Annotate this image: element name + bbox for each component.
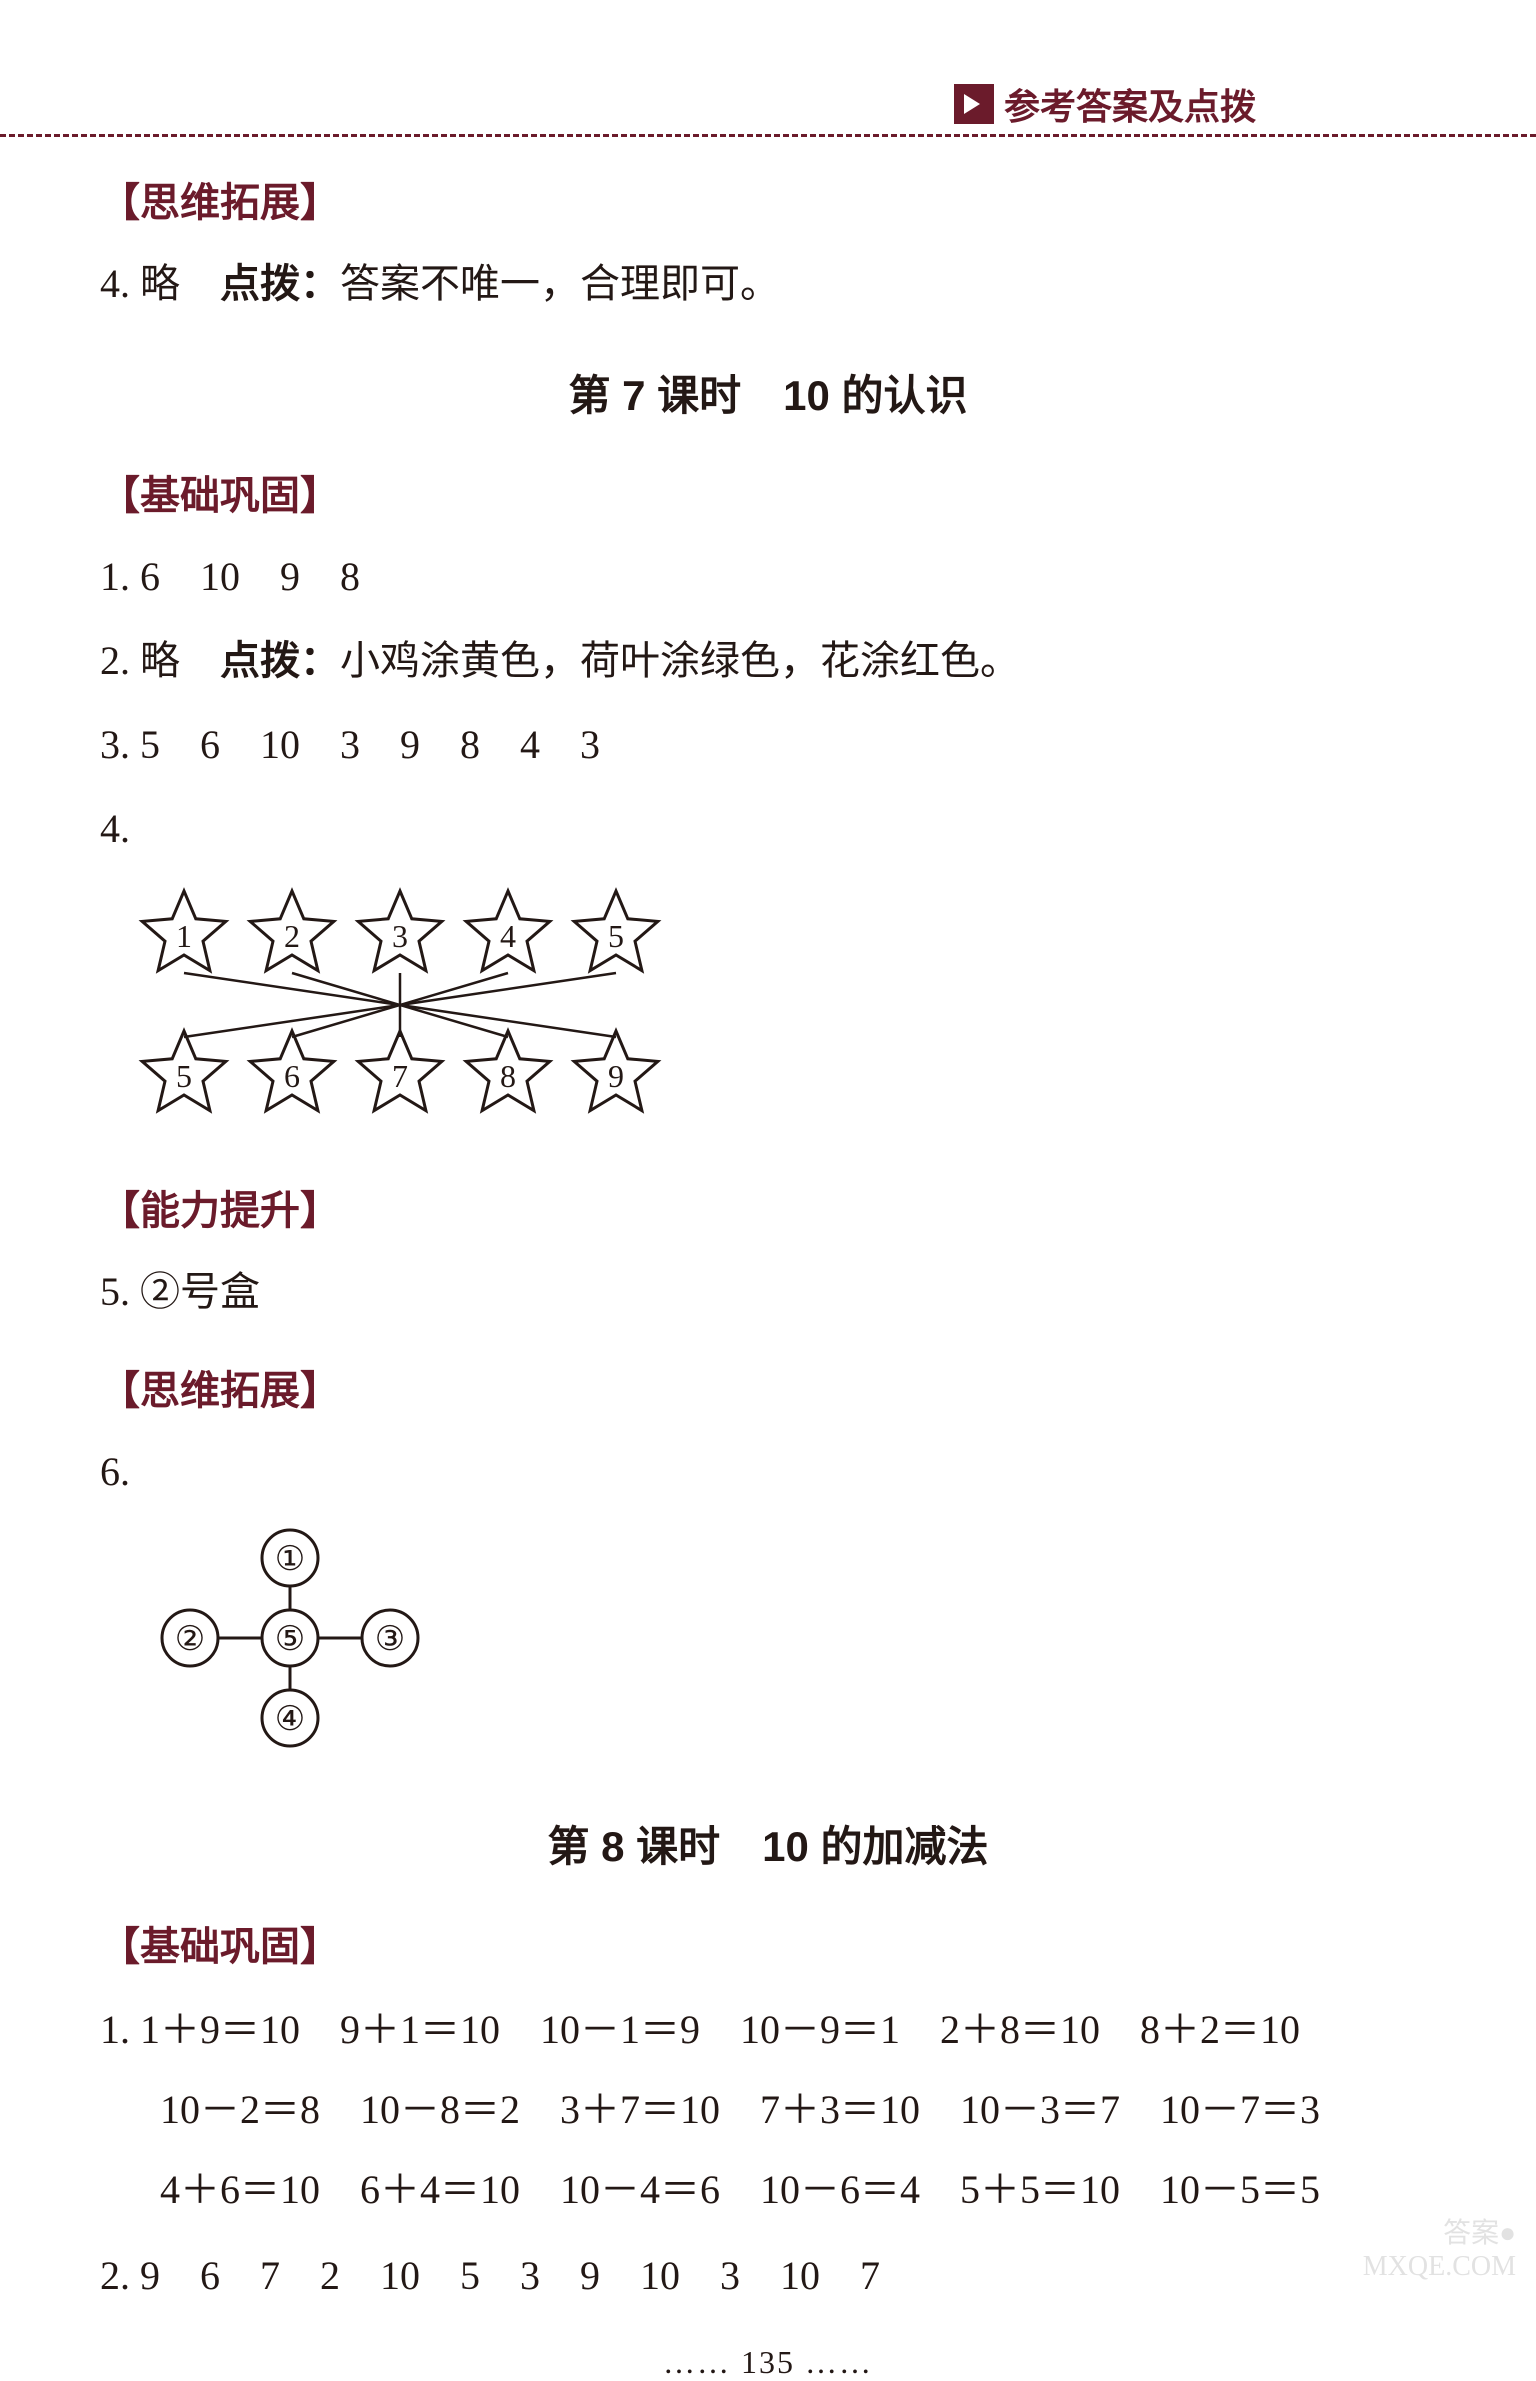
eq-row-1: 1. 1＋9＝10 9＋1＝10 10－1＝9 10－9＝1 2＋8＝10 8＋… [100, 1990, 1436, 2070]
item-2: 2. 略 点拨：小鸡涂黄色，荷叶涂绿色，花涂红色。 [100, 623, 1436, 699]
svg-text:2: 2 [284, 918, 300, 954]
watermark: 答案● MXQE.COM [1363, 2217, 1516, 2284]
svg-text:6: 6 [284, 1058, 300, 1094]
eq-row-3: 4＋6＝10 6＋4＝10 10－4＝6 10－6＝4 5＋5＝10 10－5＝… [160, 2150, 1436, 2230]
section-heading-basic-2: 【基础巩固】 [100, 1914, 1436, 1972]
divider [0, 134, 1536, 137]
section-heading-thinking-1: 【思维拓展】 [100, 170, 1436, 228]
svg-text:③: ③ [375, 1621, 405, 1658]
eq: 10－4＝6 [560, 2150, 720, 2230]
eq: 7＋3＝10 [760, 2070, 920, 2150]
page: 参考答案及点拨 【思维拓展】 4. 略 点拨：答案不唯一，合理即可。 第 7 课… [0, 0, 1536, 2304]
section-heading-thinking-2: 【思维拓展】 [100, 1358, 1436, 1416]
svg-text:4: 4 [500, 918, 516, 954]
lesson-8-title: 第 8 课时 10 的加减法 [100, 1813, 1436, 1874]
header: 参考答案及点拨 [100, 78, 1436, 134]
item-4-bold: 点拨： [220, 262, 340, 306]
svg-text:5: 5 [608, 918, 624, 954]
lesson-7-title: 第 7 课时 10 的认识 [100, 362, 1436, 423]
svg-text:7: 7 [392, 1058, 408, 1094]
item-4-label: 4. [100, 791, 1436, 867]
eq: 5＋5＝10 [960, 2150, 1120, 2230]
arrow-right-icon [954, 84, 994, 124]
eq: 10－1＝9 [540, 1990, 700, 2070]
svg-text:9: 9 [608, 1058, 624, 1094]
eq: 10－8＝2 [360, 2070, 520, 2150]
content: 【思维拓展】 4. 略 点拨：答案不唯一，合理即可。 第 7 课时 10 的认识… [100, 170, 1436, 2381]
section-heading-basic-1: 【基础巩固】 [100, 463, 1436, 521]
eq: 10－3＝7 [960, 2070, 1120, 2150]
eq: 1. 1＋9＝10 [100, 1990, 300, 2070]
eq: 10－6＝4 [760, 2150, 920, 2230]
item-4-rest: 答案不唯一，合理即可。 [340, 261, 780, 306]
section-heading-ability: 【能力提升】 [100, 1178, 1436, 1236]
item-2b: 2. 9 6 7 2 10 5 3 9 10 3 10 7 [100, 2238, 1436, 2314]
watermark-line1: 答案● [1363, 2217, 1516, 2251]
item-4: 4. 略 点拨：答案不唯一，合理即可。 [100, 246, 1436, 322]
eq: 2＋8＝10 [940, 1990, 1100, 2070]
svg-text:1: 1 [176, 918, 192, 954]
equations-block: 1. 1＋9＝10 9＋1＝10 10－1＝9 10－9＝1 2＋8＝10 8＋… [100, 1990, 1436, 2230]
item-6-label: 6. [100, 1434, 1436, 1510]
star-matching-diagram: 1 2 3 4 5 5 6 7 8 9 [130, 885, 690, 1125]
item-4-prefix: 4. 略 [100, 261, 220, 306]
eq: 6＋4＝10 [360, 2150, 520, 2230]
eq-row-2: 10－2＝8 10－8＝2 3＋7＝10 7＋3＝10 10－3＝7 10－7＝… [160, 2070, 1436, 2150]
item-3: 3. 5 6 10 3 9 8 4 3 [100, 707, 1436, 783]
svg-text:④: ④ [275, 1701, 305, 1738]
eq: 10－9＝1 [740, 1990, 900, 2070]
eq: 3＋7＝10 [560, 2070, 720, 2150]
eq: 8＋2＝10 [1140, 1990, 1300, 2070]
header-title: 参考答案及点拨 [954, 78, 1256, 130]
svg-text:②: ② [175, 1621, 205, 1658]
item-1: 1. 6 10 9 8 [100, 539, 1436, 615]
item-2-bold: 点拨： [220, 639, 340, 683]
item-5: 5. ②号盒 [100, 1254, 1436, 1330]
page-number: …… 135 …… [100, 2344, 1436, 2381]
eq: 10－5＝5 [1160, 2150, 1320, 2230]
eq: 9＋1＝10 [340, 1990, 500, 2070]
header-text: 参考答案及点拨 [1004, 78, 1256, 130]
svg-text:8: 8 [500, 1058, 516, 1094]
svg-text:⑤: ⑤ [275, 1621, 305, 1658]
watermark-line2: MXQE.COM [1363, 2250, 1516, 2284]
svg-text:①: ① [275, 1541, 305, 1578]
svg-text:5: 5 [176, 1058, 192, 1094]
eq: 10－7＝3 [1160, 2070, 1320, 2150]
svg-text:3: 3 [392, 918, 408, 954]
eq: 4＋6＝10 [160, 2150, 320, 2230]
item-2-rest: 小鸡涂黄色，荷叶涂绿色，花涂红色。 [340, 638, 1020, 683]
cross-diagram: ① ② ⑤ ③ ④ [160, 1528, 420, 1748]
item-2-prefix: 2. 略 [100, 638, 220, 683]
eq: 10－2＝8 [160, 2070, 320, 2150]
